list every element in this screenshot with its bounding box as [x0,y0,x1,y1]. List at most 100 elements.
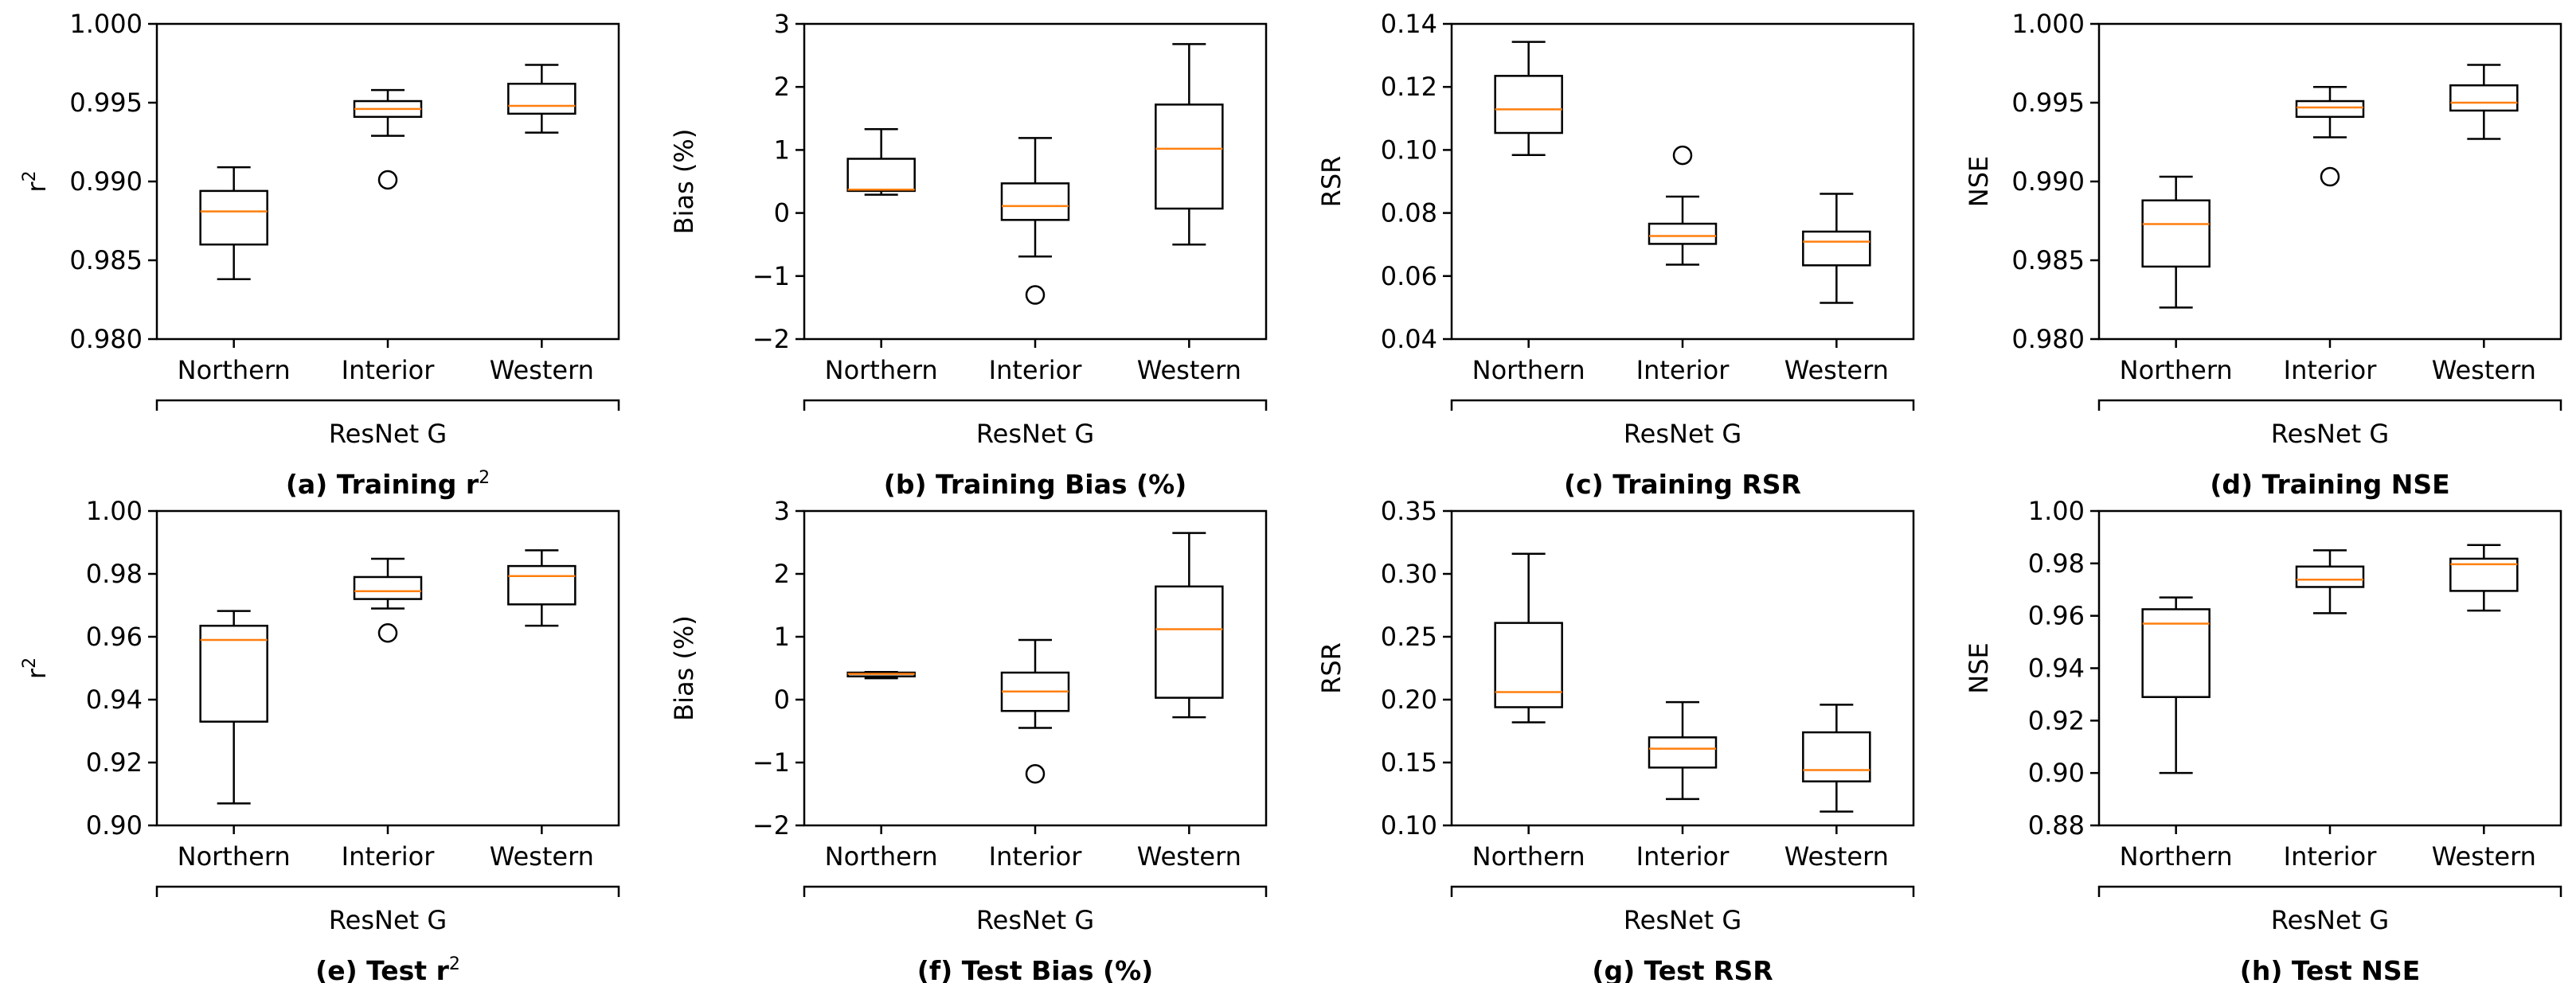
y-tick-label: 0.98 [86,559,143,589]
y-axis-label: NSE [1964,156,1994,207]
box-northern [199,610,268,805]
x-tick-label: Western [1784,355,1889,385]
y-axis-label: RSR [1316,642,1347,694]
y-tick-label: −2 [752,324,790,354]
iqr-box [2295,565,2365,588]
y-tick-label: −1 [752,747,790,778]
y-tick-label: 0.995 [2011,88,2085,118]
y-axis-label: Bias (%) [669,615,699,721]
chart-panel-2: −2 −1 0 1 2 3 Bias (%) Northern Interior Western R… [669,9,1268,500]
group-label: ResNet G [1624,419,1741,449]
y-tick-label: 2 [774,72,790,102]
box-western [2449,544,2519,612]
x-tick-label: Northern [1472,355,1585,385]
chart-panel-5: 0.90 0.92 0.94 0.96 0.98 1.00 r2 Northern Interi… [20,496,620,983]
iqr-box [1648,222,1718,245]
y-tick-label: 0.92 [86,747,143,778]
x-tick-label: Interior [2284,355,2378,385]
x-tick-label: Western [1784,841,1889,872]
group-bracket [2097,399,2562,411]
y-tick-label: −2 [752,810,790,841]
y-tick-label: 0.30 [1381,559,1437,589]
group-label: ResNet G [976,419,1094,449]
panel-caption: (c) Training RSR [1564,469,1801,500]
panel-caption: (f) Test Bias (%) [917,955,1154,983]
box-interior [353,88,423,190]
x-tick-label: Northern [2120,841,2233,872]
y-tick-label: 0.15 [1381,747,1437,778]
y-tick-label: 3 [774,9,790,39]
group-bracket [155,399,620,411]
panel-caption-sup: 2 [479,468,490,488]
y-tick-label: 0.12 [1381,72,1437,102]
y-tick-label: 0.25 [1381,622,1437,652]
iqr-box [1155,585,1224,699]
y-axis-label: r2 [20,657,52,679]
iqr-box [199,624,268,723]
y-tick-label: 0.94 [86,685,143,715]
x-tick-label: Interior [342,355,436,385]
group-bracket [1450,885,1915,897]
flier-point [377,623,398,643]
y-tick-label: 0.10 [1381,135,1437,165]
flier-point [1025,763,1046,784]
iqr-box [2141,199,2211,268]
x-tick-label: Northern [825,841,938,872]
box-western [507,64,577,134]
y-tick-label: 0.08 [1381,198,1437,228]
x-tick-label: Interior [989,355,1083,385]
y-tick-label: 0.04 [1381,324,1437,354]
box-interior [2295,85,2365,187]
y-tick-label: 1.00 [86,496,143,526]
group-bracket [1450,399,1915,411]
iqr-box [846,158,916,193]
panel-caption-sup: 2 [449,954,460,974]
x-tick-label: Western [2432,355,2536,385]
y-axis-label-sup: 2 [20,657,40,669]
chart-panel-7: 0.10 0.15 0.20 0.25 0.30 0.35 RSR Northern Inter… [1316,496,1915,983]
iqr-box [199,189,268,246]
iqr-box [1802,230,1871,267]
iqr-box [2449,557,2519,592]
box-interior [1000,638,1070,784]
y-tick-label: 0.10 [1381,810,1437,841]
x-tick-label: Northern [825,355,938,385]
box-northern [846,670,916,680]
panel-caption: (a) Training r2 [286,468,490,500]
iqr-box [1000,182,1070,221]
y-tick-label: 2 [774,559,790,589]
x-tick-label: Northern [2120,355,2233,385]
iqr-box [1648,736,1718,769]
panel-caption: (h) Test NSE [2240,955,2421,983]
iqr-box [507,564,577,606]
y-tick-label: 0.995 [69,88,143,118]
iqr-box [507,82,577,115]
y-axis-label-sup: 2 [20,170,40,181]
iqr-box [2141,608,2211,698]
box-western [1802,704,1871,813]
flier-point [377,170,398,190]
box-western [1155,43,1224,246]
chart-panel-6: −2 −1 0 1 2 3 Bias (%) Northern Interior Western R… [669,496,1268,983]
y-axis-label: NSE [1964,642,1994,693]
y-tick-label: 0.96 [2028,601,2085,631]
iqr-box [1155,103,1224,210]
chart-panel-4: 0.980 0.985 0.990 0.995 1.000 NSE Northern Inte… [1964,9,2562,500]
panel-caption: (e) Test r2 [315,954,460,983]
box-northern [2141,175,2211,309]
flier-point [2320,166,2340,187]
y-axis-label: r2 [20,170,52,192]
y-tick-label: 0.88 [2028,810,2085,841]
box-western [1155,532,1224,719]
x-tick-label: Western [2432,841,2536,872]
y-tick-label: 0.96 [86,622,143,652]
iqr-box [2295,99,2365,119]
box-western [2449,64,2519,140]
y-tick-label: 1.000 [2011,9,2085,39]
y-tick-label: 0.35 [1381,496,1437,526]
box-interior [1000,137,1070,305]
box-northern [2141,596,2211,774]
box-northern [1494,41,1563,156]
y-tick-label: 0.98 [2028,548,2085,579]
